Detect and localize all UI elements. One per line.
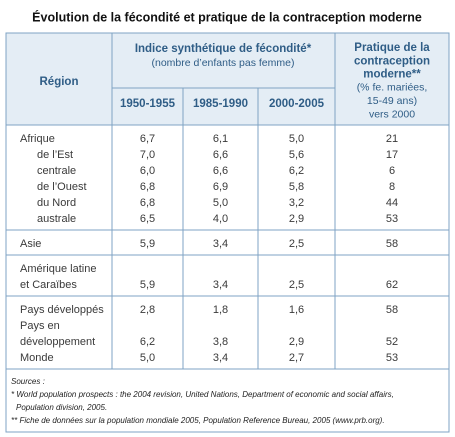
cell: 6,7 — [140, 133, 155, 145]
cell: 8 — [389, 181, 395, 193]
row-label: Pays développés — [20, 304, 104, 316]
row-label: et Caraïbes — [20, 279, 77, 291]
cell: 3,8 — [213, 336, 228, 348]
cell: 21 — [386, 133, 398, 145]
row-label: développement — [20, 336, 95, 348]
cell: 2,7 — [289, 352, 304, 364]
cell: 2,5 — [289, 279, 304, 291]
cell: 52 — [386, 336, 398, 348]
year-header: 1950-1955 — [120, 98, 176, 110]
cell: 6 — [389, 165, 395, 177]
source-line: Population division, 2005. — [16, 403, 107, 412]
row-label: Afrique — [20, 133, 55, 145]
cell: 5,0 — [213, 197, 228, 209]
source-line: Sources : — [11, 377, 45, 386]
cell: 6,6 — [213, 149, 228, 161]
cell: 3,2 — [289, 197, 304, 209]
cell: 7,0 — [140, 149, 155, 161]
year-header: 2000-2005 — [269, 98, 325, 110]
row-label: australe — [37, 213, 76, 225]
isf-header: (nombre d’enfants pas femme) — [152, 57, 295, 69]
cell: 6,2 — [140, 336, 155, 348]
cell: 3,4 — [213, 238, 228, 250]
row-label: Asie — [20, 238, 41, 250]
row-label: centrale — [37, 165, 76, 177]
cell: 2,8 — [140, 304, 155, 316]
contraception-header: 15-49 ans) — [367, 95, 417, 107]
contraception-header: moderne** — [363, 69, 421, 81]
cell: 62 — [386, 279, 398, 291]
contraception-header: Pratique de la — [354, 42, 430, 54]
cell: 17 — [386, 149, 398, 161]
cell: 6,9 — [213, 181, 228, 193]
cell: 3,4 — [213, 352, 228, 364]
row-label: Amérique latine — [20, 263, 96, 275]
cell: 1,8 — [213, 304, 228, 316]
row-label: du Nord — [37, 197, 76, 209]
row-label: de l’Est — [37, 149, 73, 161]
cell: 58 — [386, 304, 398, 316]
cell: 58 — [386, 238, 398, 250]
cell: 53 — [386, 213, 398, 225]
cell: 5,0 — [289, 133, 304, 145]
isf-header: Indice synthétique de fécondité* — [135, 43, 312, 55]
cell: 4,0 — [213, 213, 228, 225]
cell: 5,9 — [140, 279, 155, 291]
cell: 2,9 — [289, 213, 304, 225]
row-label: de l’Ouest — [37, 181, 87, 193]
cell: 6,5 — [140, 213, 155, 225]
source-line: ** Fiche de données sur la population mo… — [11, 416, 385, 425]
cell: 6,8 — [140, 181, 155, 193]
cell: 2,9 — [289, 336, 304, 348]
cell: 44 — [386, 197, 398, 209]
header-bg — [6, 33, 449, 125]
cell: 53 — [386, 352, 398, 364]
contraception-header: (% fe. mariées, — [357, 82, 428, 94]
title: Évolution de la fécondité et pratique de… — [32, 9, 422, 24]
cell: 6,8 — [140, 197, 155, 209]
cell: 5,0 — [140, 352, 155, 364]
cell: 6,2 — [289, 165, 304, 177]
cell: 5,9 — [140, 238, 155, 250]
contraception-header: vers 2000 — [369, 108, 415, 120]
cell: 2,5 — [289, 238, 304, 250]
cell: 5,8 — [289, 181, 304, 193]
cell: 6,6 — [213, 165, 228, 177]
year-header: 1985-1990 — [193, 98, 248, 110]
contraception-header: contraception — [354, 55, 430, 67]
region-header: Région — [40, 76, 79, 88]
cell: 3,4 — [213, 279, 228, 291]
row-label: Monde — [20, 352, 54, 364]
cell: 6,0 — [140, 165, 155, 177]
cell: 5,6 — [289, 149, 304, 161]
cell: 1,6 — [289, 304, 304, 316]
row-label: Pays en — [20, 320, 60, 332]
source-line: * World population prospects : the 2004 … — [11, 390, 394, 399]
cell: 6,1 — [213, 133, 228, 145]
